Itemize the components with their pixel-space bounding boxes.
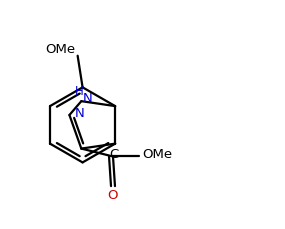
Text: OMe: OMe bbox=[45, 43, 75, 56]
Text: OMe: OMe bbox=[142, 148, 173, 161]
Text: O: O bbox=[107, 190, 117, 202]
Text: H: H bbox=[75, 85, 84, 98]
Text: N: N bbox=[82, 92, 92, 105]
Text: C: C bbox=[109, 148, 119, 161]
Text: N: N bbox=[74, 106, 84, 120]
